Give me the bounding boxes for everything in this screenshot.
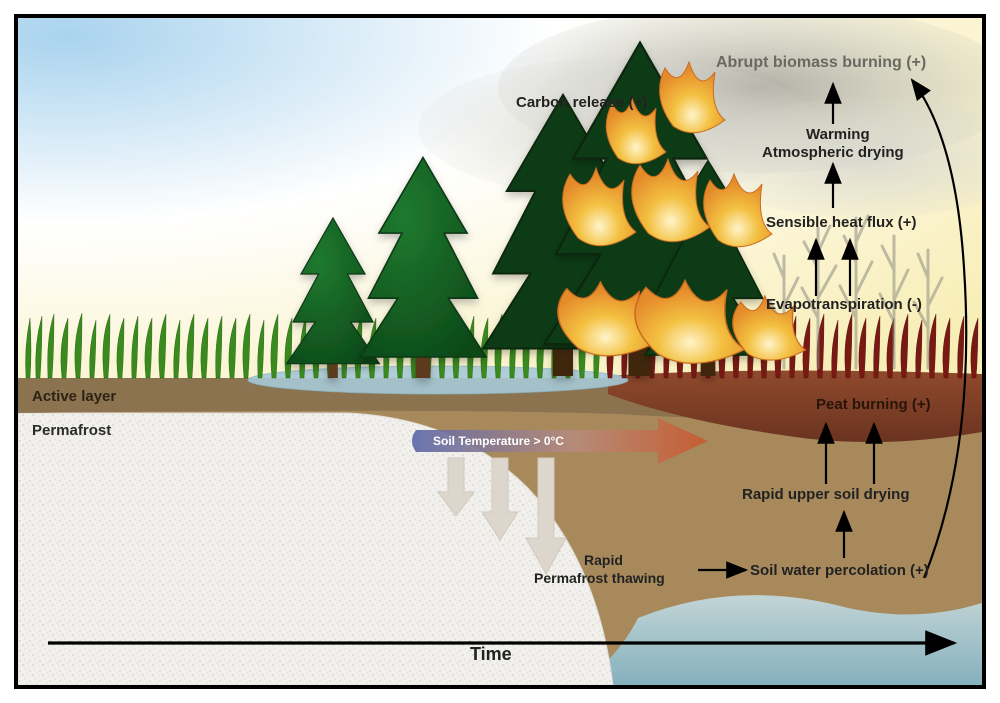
label-warming: Warming [806,126,870,143]
diagram-frame: Soil Temperature > 0°C Abrupt biomass bu… [14,14,986,689]
label-permafrost: Permafrost [32,422,111,439]
label-carbon-release: Carbon release (+) [516,94,647,111]
diagram-svg: Soil Temperature > 0°C [18,18,982,685]
label-evapo: Evapotranspiration (-) [766,296,922,313]
label-rapid-soil-drying: Rapid upper soil drying [742,486,910,503]
label-sensible-heat: Sensible heat flux (+) [766,214,916,231]
label-soil-percolation: Soil water percolation (+) [750,562,929,579]
label-rapid-permafrost-2: Permafrost thawing [534,570,665,586]
label-time: Time [470,644,512,665]
label-active-layer: Active layer [32,388,116,405]
label-abrupt-burning: Abrupt biomass burning (+) [716,54,926,72]
soil-temp-label: Soil Temperature > 0°C [433,434,564,448]
label-rapid-permafrost-1: Rapid [584,552,623,568]
label-peat-burning: Peat burning (+) [816,396,931,413]
label-atm-drying: Atmospheric drying [762,144,904,161]
